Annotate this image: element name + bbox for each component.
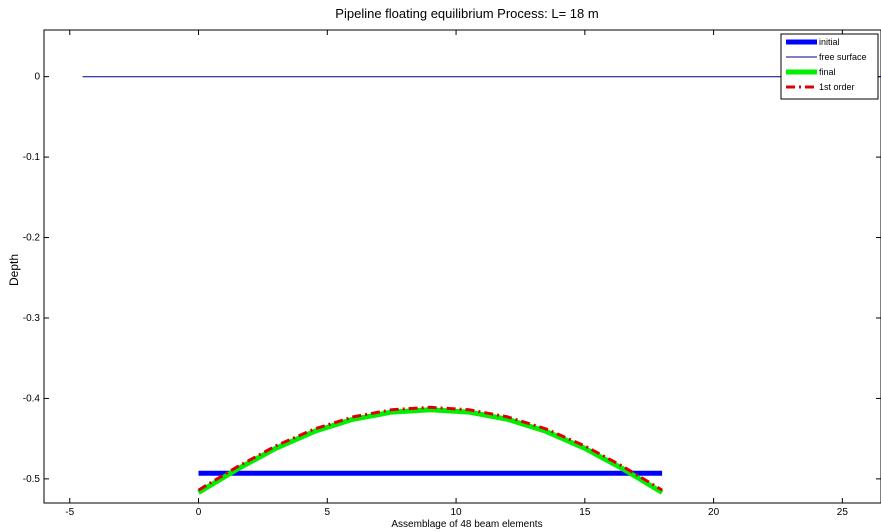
y-tick-label: 0 [34,72,40,83]
x-tick-label: -5 [65,507,74,518]
legend: initial free surface final 1st order [780,33,879,100]
x-tick-label: 25 [837,507,849,518]
y-tick-label: -0.3 [23,313,41,324]
y-axis-label: Depth [7,254,21,286]
series-line-3 [197,407,664,495]
legend-label: final [819,67,836,77]
x-tick-label: 5 [325,507,331,518]
x-tick-label: 20 [708,507,720,518]
axis-ticks: -5 0 5 10 15 20 25 0 -0.1 -0.2 -0.3 -0.4 -0.5 [23,30,881,518]
legend-box [780,33,879,100]
series-line-4 [197,405,663,492]
y-tick-label: -0.2 [23,233,41,244]
x-tick-label: 15 [579,507,591,518]
x-tick-label: 0 [196,507,202,518]
x-axis-label: Assemblage of 48 beam elements [391,519,542,530]
y-tick-label: -0.5 [23,474,41,485]
legend-label: free surface [819,52,867,62]
y-tick-label: -0.4 [23,393,41,404]
series-layer [82,76,881,495]
plot-frame [43,29,881,504]
y-tick-label: -0.1 [23,152,41,163]
legend-label: initial [819,37,840,47]
chart-title: Pipeline floating equilibrium Process: L… [335,6,598,21]
legend-label: 1st order [819,82,855,92]
x-tick-label: 10 [450,507,462,518]
